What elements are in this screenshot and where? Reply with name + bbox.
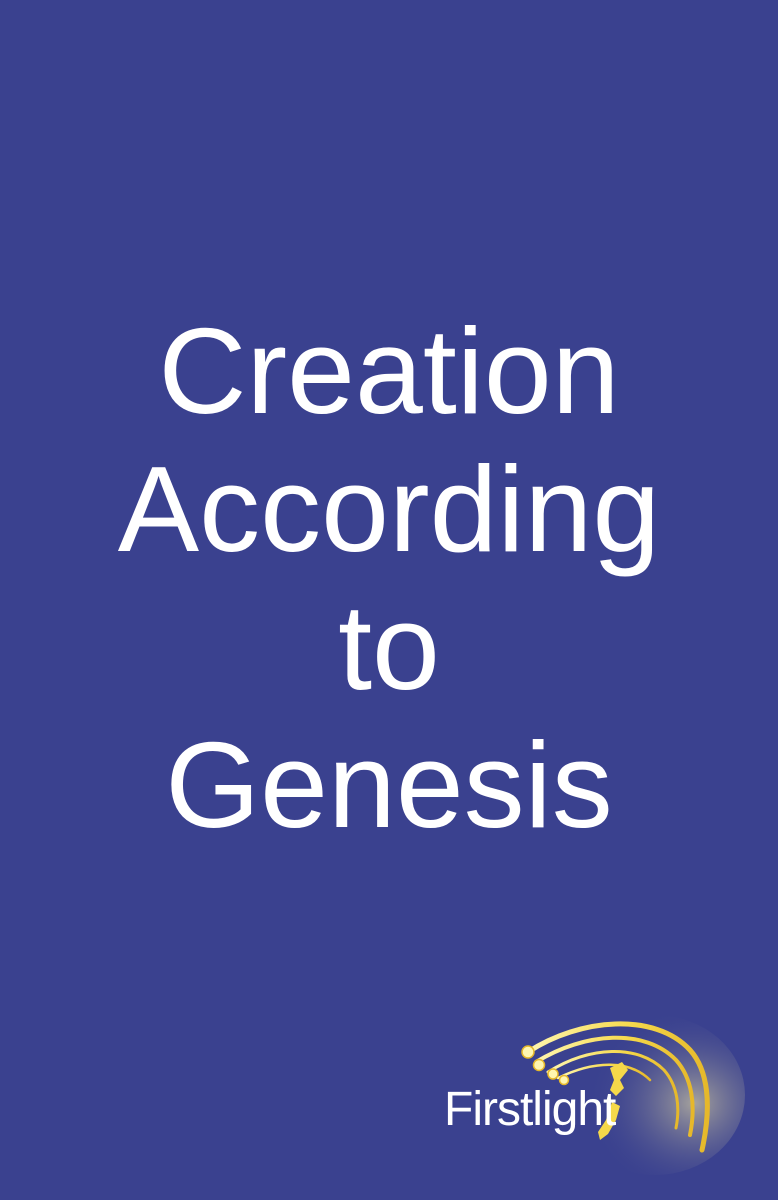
comet-rays-icon: [521, 1015, 745, 1175]
publisher-name: Firstlight: [444, 1083, 616, 1136]
publisher-logo: Firstlight: [440, 1010, 745, 1175]
cover-title: Creation According to Genesis: [0, 302, 778, 854]
title-line: Creation: [158, 303, 620, 439]
title-line: According: [117, 441, 661, 577]
title-line: to: [338, 579, 440, 715]
title-line: Genesis: [165, 717, 613, 853]
